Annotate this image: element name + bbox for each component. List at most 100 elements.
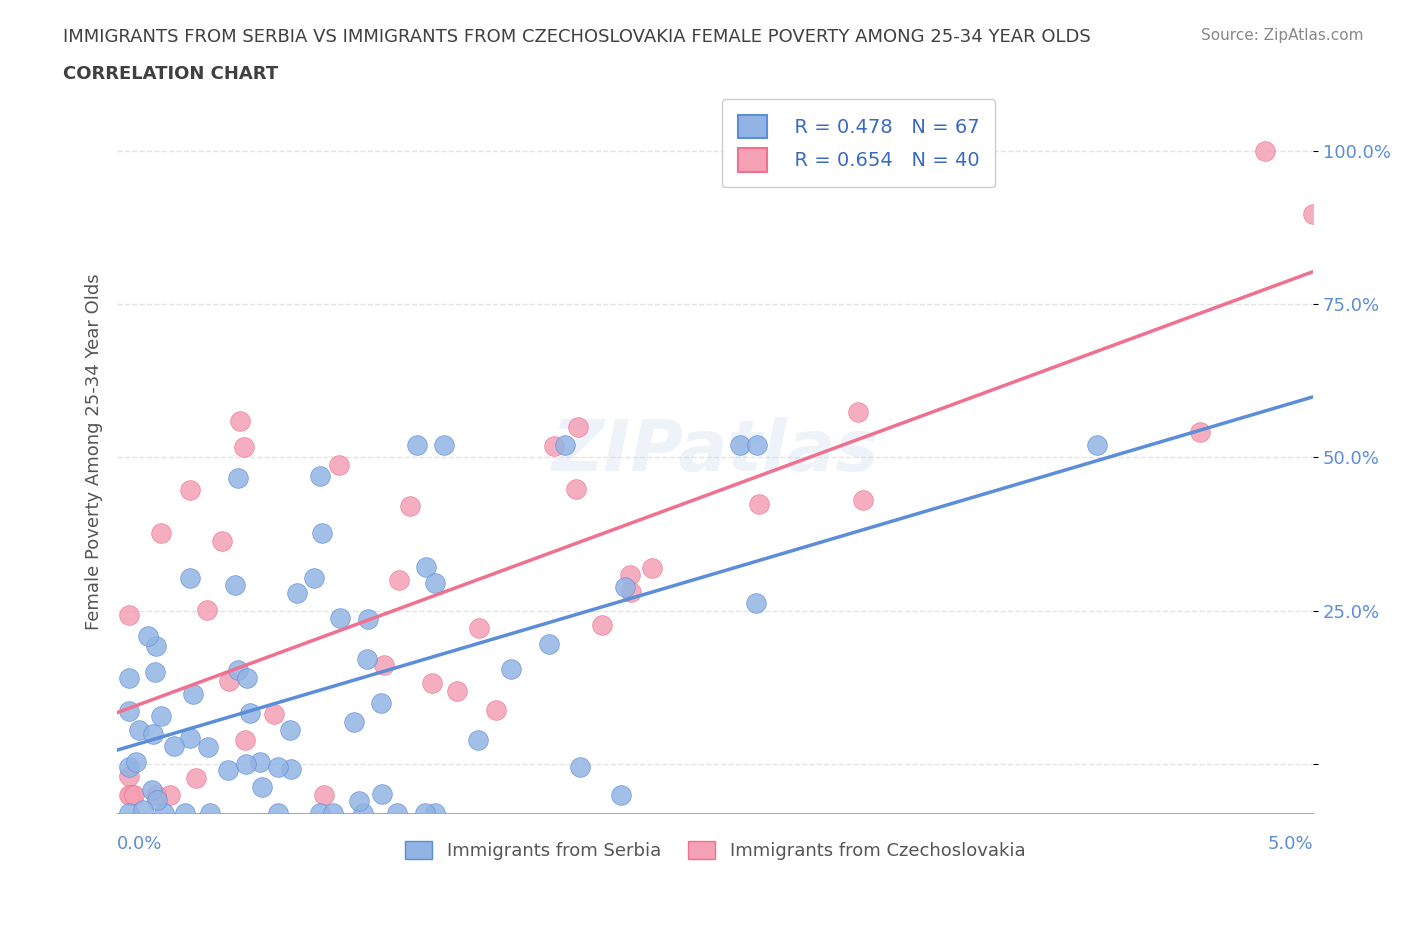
Point bbox=[124, 787, 146, 802]
Point bbox=[211, 534, 233, 549]
Point bbox=[263, 707, 285, 722]
Point bbox=[425, 576, 447, 591]
Point bbox=[322, 805, 344, 820]
Point bbox=[499, 661, 522, 676]
Point bbox=[398, 498, 420, 513]
Point bbox=[328, 458, 350, 472]
Point bbox=[543, 438, 565, 453]
Point bbox=[1302, 206, 1324, 221]
Point bbox=[387, 805, 409, 820]
Point bbox=[249, 755, 271, 770]
Text: 0.0%: 0.0% bbox=[117, 834, 163, 853]
Text: Source: ZipAtlas.com: Source: ZipAtlas.com bbox=[1201, 28, 1364, 43]
Point bbox=[141, 782, 163, 797]
Point bbox=[252, 780, 274, 795]
Point bbox=[610, 788, 633, 803]
Point bbox=[415, 559, 437, 574]
Point bbox=[423, 805, 446, 820]
Point bbox=[179, 730, 201, 745]
Point bbox=[150, 525, 173, 540]
Point bbox=[179, 571, 201, 586]
Point bbox=[308, 469, 330, 484]
Point bbox=[232, 440, 254, 455]
Point bbox=[467, 733, 489, 748]
Point bbox=[149, 709, 172, 724]
Point bbox=[235, 756, 257, 771]
Point bbox=[218, 674, 240, 689]
Point bbox=[619, 567, 641, 582]
Point bbox=[280, 762, 302, 777]
Point bbox=[347, 793, 370, 808]
Point bbox=[370, 787, 392, 802]
Point bbox=[226, 471, 249, 485]
Text: 5.0%: 5.0% bbox=[1268, 834, 1313, 853]
Point bbox=[641, 561, 664, 576]
Point bbox=[388, 572, 411, 587]
Point bbox=[567, 419, 589, 434]
Point bbox=[153, 805, 176, 820]
Point bbox=[224, 578, 246, 592]
Point bbox=[145, 639, 167, 654]
Point bbox=[329, 610, 352, 625]
Point bbox=[163, 738, 186, 753]
Text: ZIPatlas: ZIPatlas bbox=[551, 417, 879, 485]
Point bbox=[309, 805, 332, 820]
Text: CORRELATION CHART: CORRELATION CHART bbox=[63, 65, 278, 83]
Point bbox=[142, 726, 165, 741]
Point bbox=[852, 492, 875, 507]
Point bbox=[356, 652, 378, 667]
Point bbox=[228, 414, 250, 429]
Point bbox=[620, 584, 643, 599]
Point bbox=[118, 671, 141, 685]
Point bbox=[591, 618, 613, 632]
Point bbox=[217, 763, 239, 777]
Point bbox=[745, 438, 768, 453]
Point bbox=[146, 792, 169, 807]
Legend: Immigrants from Serbia, Immigrants from Czechoslovakia: Immigrants from Serbia, Immigrants from … bbox=[396, 831, 1035, 870]
Point bbox=[537, 636, 560, 651]
Point bbox=[235, 671, 257, 685]
Text: IMMIGRANTS FROM SERBIA VS IMMIGRANTS FROM CZECHOSLOVAKIA FEMALE POVERTY AMONG 25: IMMIGRANTS FROM SERBIA VS IMMIGRANTS FRO… bbox=[63, 28, 1091, 46]
Point bbox=[356, 611, 378, 626]
Point bbox=[174, 805, 197, 820]
Point bbox=[195, 603, 218, 618]
Point bbox=[433, 438, 456, 453]
Point bbox=[1085, 438, 1108, 453]
Point bbox=[352, 805, 374, 820]
Point bbox=[420, 675, 443, 690]
Point bbox=[446, 684, 468, 699]
Point bbox=[302, 570, 325, 585]
Point bbox=[1189, 424, 1212, 439]
Point bbox=[569, 759, 592, 774]
Point bbox=[554, 438, 576, 453]
Point bbox=[118, 703, 141, 718]
Point bbox=[280, 723, 302, 737]
Point bbox=[405, 438, 427, 453]
Point bbox=[370, 695, 392, 710]
Point bbox=[118, 760, 141, 775]
Point bbox=[233, 732, 256, 747]
Point bbox=[343, 714, 366, 729]
Point bbox=[748, 497, 770, 512]
Point bbox=[485, 702, 508, 717]
Point bbox=[267, 760, 290, 775]
Point bbox=[267, 805, 290, 820]
Y-axis label: Female Poverty Among 25-34 Year Olds: Female Poverty Among 25-34 Year Olds bbox=[86, 272, 103, 630]
Point bbox=[413, 805, 436, 820]
Point bbox=[143, 665, 166, 680]
Point bbox=[314, 787, 336, 802]
Point bbox=[198, 805, 221, 820]
Point bbox=[184, 771, 207, 786]
Point bbox=[125, 754, 148, 769]
Point bbox=[118, 769, 141, 784]
Point bbox=[468, 620, 491, 635]
Point bbox=[122, 787, 145, 802]
Point bbox=[285, 585, 308, 600]
Point bbox=[373, 658, 395, 672]
Point bbox=[118, 805, 141, 820]
Point bbox=[239, 705, 262, 720]
Point bbox=[179, 483, 201, 498]
Point bbox=[614, 579, 637, 594]
Point bbox=[745, 595, 768, 610]
Point bbox=[145, 787, 167, 802]
